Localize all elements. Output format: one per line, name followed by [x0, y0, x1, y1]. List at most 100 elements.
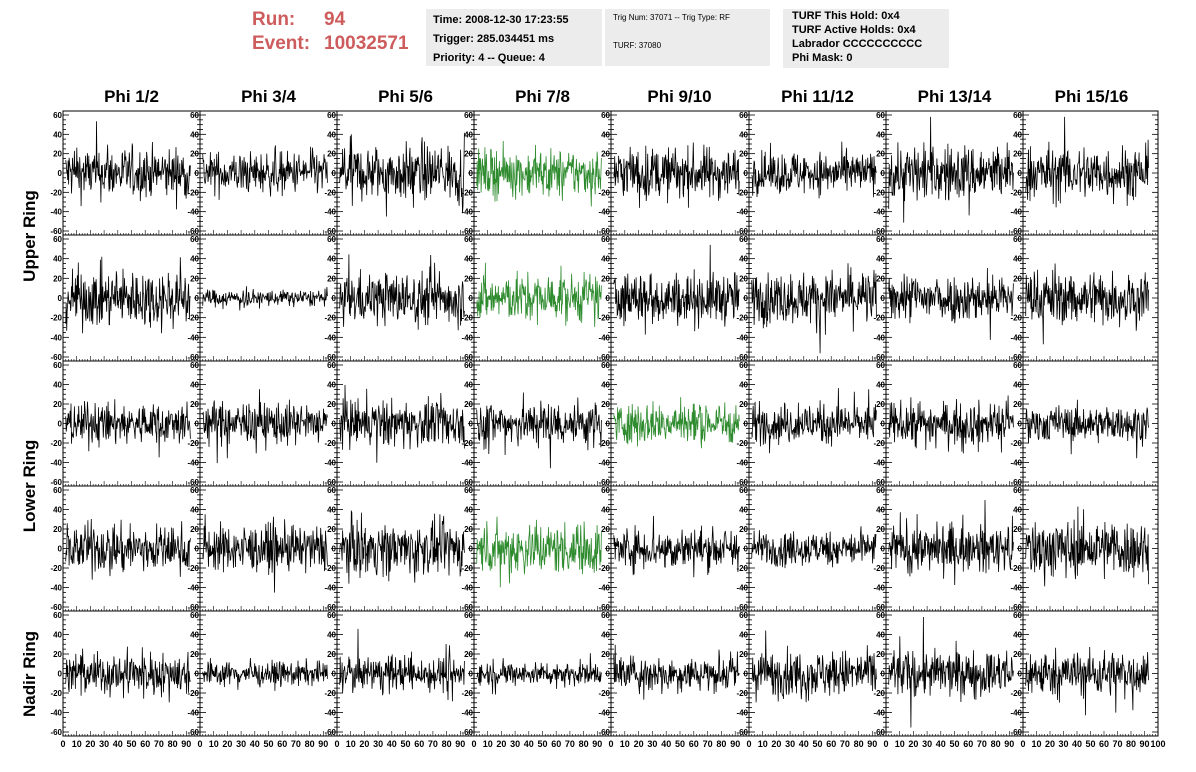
y-tick-label: 20	[1013, 525, 1022, 534]
y-tick-label: -20	[873, 564, 885, 573]
run-label: Run:	[252, 9, 296, 30]
x-tick-label: 20	[496, 739, 506, 749]
y-tick-label: -20	[461, 564, 473, 573]
y-tick-label: -40	[50, 333, 62, 342]
y-tick-label: 40	[327, 130, 336, 139]
y-tick-label: -20	[461, 439, 473, 448]
y-tick-label: -20	[461, 188, 473, 197]
y-tick-label: 0	[744, 420, 749, 429]
waveform-trace	[751, 630, 877, 703]
y-tick-label: 40	[1013, 506, 1022, 515]
y-tick-label: 40	[464, 506, 473, 515]
y-tick-label: -20	[873, 314, 885, 323]
y-tick-label: -60	[187, 603, 199, 612]
y-tick-label: 0	[469, 420, 474, 429]
y-tick-label: 60	[601, 361, 610, 370]
x-tick-label: 50	[949, 739, 959, 749]
y-tick-label: 20	[327, 400, 336, 409]
y-tick-label: 60	[53, 361, 62, 370]
waveform-trace	[339, 628, 465, 702]
y-tick-label: 60	[190, 361, 199, 370]
y-tick-label: -60	[736, 353, 748, 362]
x-tick-label: 20	[771, 739, 781, 749]
y-tick-label: 60	[327, 486, 336, 495]
y-tick-label: -20	[1010, 564, 1022, 573]
y-tick-label: -20	[598, 564, 610, 573]
y-tick-label: 20	[1013, 400, 1022, 409]
y-tick-label: 40	[1013, 631, 1022, 640]
y-tick-label: -40	[736, 709, 748, 718]
x-tick-label: 60	[140, 739, 150, 749]
y-tick-label: -60	[50, 478, 62, 487]
y-tick-label: 20	[53, 650, 62, 659]
x-tick-label: 50	[1085, 739, 1095, 749]
y-tick-label: 20	[1013, 650, 1022, 659]
y-tick-label: -20	[324, 564, 336, 573]
waveform-trace	[751, 526, 877, 569]
x-tick-label: 30	[1058, 739, 1068, 749]
x-tick-label: 70	[703, 739, 713, 749]
y-tick-label: -60	[873, 728, 885, 737]
y-tick-label: 20	[464, 150, 473, 159]
event-label: Event:	[252, 33, 311, 54]
x-tick-label: 80	[442, 739, 452, 749]
y-tick-label: 40	[327, 255, 336, 264]
x-tick-label: 70	[1112, 739, 1122, 749]
y-tick-label: 40	[739, 130, 748, 139]
y-tick-label: -60	[461, 478, 473, 487]
y-tick-label: 0	[606, 545, 611, 554]
y-tick-label: 60	[53, 486, 62, 495]
y-tick-label: 60	[876, 486, 885, 495]
x-tick-label: 60	[277, 739, 287, 749]
y-tick-label: 0	[744, 545, 749, 554]
y-tick-label: 40	[190, 255, 199, 264]
y-tick-label: 20	[464, 274, 473, 283]
y-tick-label: 20	[464, 400, 473, 409]
y-tick-label: 20	[876, 525, 885, 534]
waveform-trace	[476, 262, 602, 327]
y-tick-label: -40	[324, 459, 336, 468]
y-tick-label: -40	[1010, 584, 1022, 593]
y-tick-label: -40	[736, 584, 748, 593]
y-tick-label: -20	[50, 689, 62, 698]
y-tick-label: 0	[744, 169, 749, 178]
y-tick-label: 60	[1013, 361, 1022, 370]
y-tick-label: 60	[464, 111, 473, 120]
y-tick-label: 0	[881, 670, 886, 679]
y-tick-label: -60	[461, 728, 473, 737]
y-tick-label: -20	[187, 188, 199, 197]
y-tick-label: 40	[327, 631, 336, 640]
y-tick-label: -60	[324, 478, 336, 487]
priority-text: Priority: 4 -- Queue: 4	[433, 52, 545, 64]
y-tick-label: -40	[598, 333, 610, 342]
x-tick-label: 80	[305, 739, 315, 749]
y-tick-label: -40	[50, 208, 62, 217]
x-tick-label: 20	[85, 739, 95, 749]
waveform-trace	[476, 516, 602, 588]
y-tick-label: 0	[58, 169, 63, 178]
waveform-trace	[65, 518, 191, 580]
y-tick-label: -60	[187, 227, 199, 236]
y-tick-label: 20	[53, 525, 62, 534]
x-tick-label: 20	[1045, 739, 1055, 749]
y-tick-label: -60	[50, 227, 62, 236]
y-tick-label: -60	[598, 603, 610, 612]
waveform-trace	[202, 286, 328, 311]
trig-info-box: Trig Num: 37071 -- Trig Type: RF TURF: 3…	[605, 9, 770, 66]
x-tick-label: 0	[746, 739, 751, 749]
y-tick-label: -40	[1010, 459, 1022, 468]
y-tick-label: -40	[187, 709, 199, 718]
y-tick-label: -40	[873, 208, 885, 217]
y-tick-label: 60	[190, 111, 199, 120]
x-tick-label: 90	[181, 739, 191, 749]
waveform-trace	[751, 388, 877, 454]
phi-header: Phi 13/14	[917, 87, 992, 106]
y-tick-label: -60	[598, 478, 610, 487]
y-tick-label: -20	[50, 564, 62, 573]
y-tick-label: 60	[53, 111, 62, 120]
y-tick-label: 0	[606, 420, 611, 429]
x-tick-label: 90	[318, 739, 328, 749]
x-tick-label: 60	[689, 739, 699, 749]
y-tick-label: -40	[50, 584, 62, 593]
x-tick-label: 0	[471, 739, 476, 749]
